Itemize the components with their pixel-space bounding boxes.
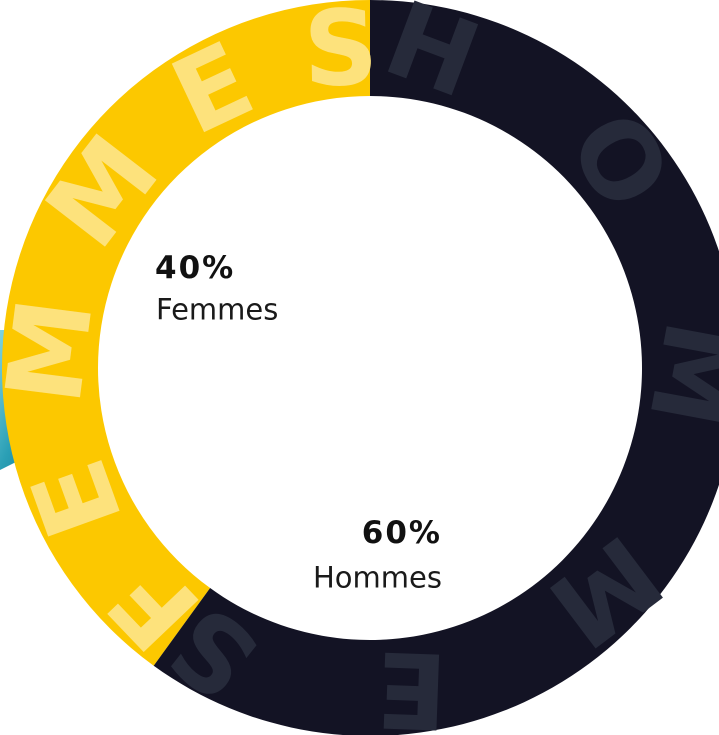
- value-label: 40%: [155, 250, 235, 286]
- value-label: 60%: [362, 515, 442, 551]
- category-label: Femmes: [156, 293, 278, 327]
- chart: FEMMESHOMMES 40% Femmes 60% Hommes: [0, 0, 719, 735]
- category-label: Hommes: [313, 561, 442, 595]
- page: {"chart_data": {"type": "donut", "catego…: [0, 0, 719, 735]
